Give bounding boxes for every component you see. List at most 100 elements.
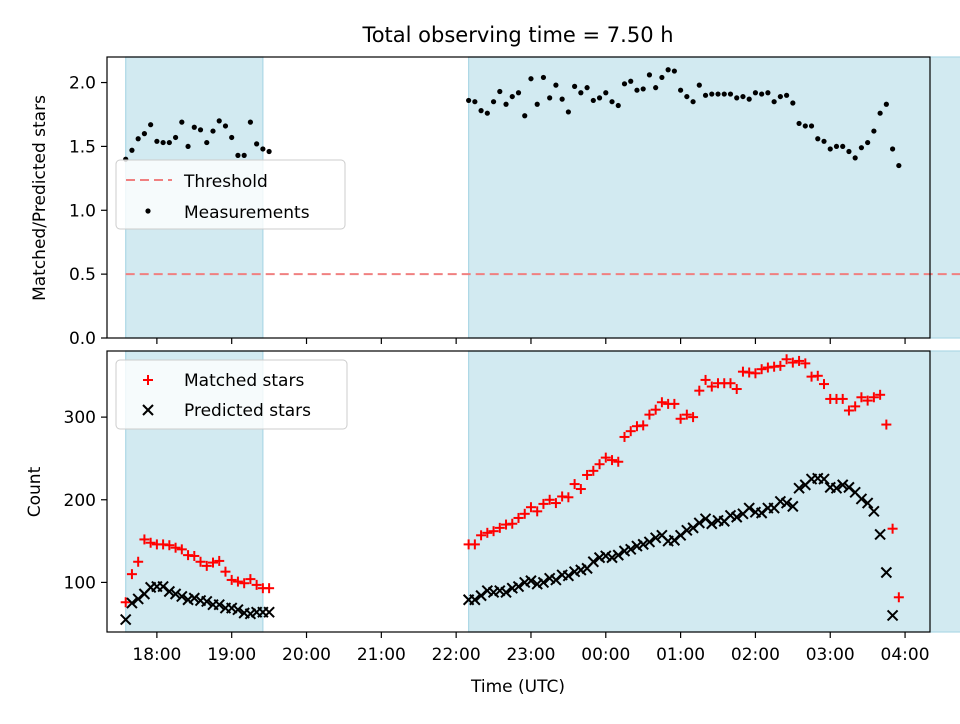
legend-matched-label: Matched stars	[184, 371, 304, 391]
ratio-legend-box	[115, 159, 346, 230]
predicted-stars-point	[837, 479, 849, 491]
matched-stars-point	[650, 404, 661, 415]
matched-stars-point	[812, 370, 823, 381]
matched-stars-point	[613, 456, 624, 467]
matched-stars-point	[575, 484, 586, 495]
measurement-point	[185, 143, 191, 150]
count-x-tick-label: 20:00	[282, 645, 331, 665]
measurement-point	[771, 99, 777, 105]
measurement-point	[746, 96, 752, 102]
measurement-point	[603, 90, 609, 96]
matched-stars-point	[145, 537, 156, 548]
legend-threshold-label: Threshold	[183, 172, 268, 192]
matched-stars-point	[644, 409, 655, 420]
observing-window-band-2	[468, 350, 960, 633]
measurement-point	[235, 152, 241, 158]
measurement-point	[621, 81, 628, 87]
predicted-stars-point	[818, 473, 830, 485]
measurement-point	[241, 152, 247, 158]
predicted-stars-point	[880, 566, 893, 579]
measurement-point	[740, 93, 746, 100]
predicted-stars-point	[263, 606, 275, 618]
count-x-tick-label: 18:00	[132, 645, 181, 665]
predicted-stars-point	[681, 524, 693, 537]
matched-stars-point	[625, 426, 636, 437]
measurement-point	[896, 162, 902, 169]
matched-stars-point	[594, 459, 605, 470]
count-y-tick-label: 300	[64, 408, 96, 428]
measurement-point	[590, 97, 596, 104]
measurement-point	[478, 108, 484, 114]
predicted-stars-point	[512, 580, 525, 593]
ratio-y-tick-label: 2.0	[69, 74, 96, 94]
measurement-point	[634, 87, 640, 93]
predicted-stars-point	[232, 603, 244, 616]
predicted-stars-point	[743, 502, 755, 514]
measurement-point	[734, 95, 740, 101]
predicted-stars-point	[874, 528, 886, 541]
measurement-point	[796, 120, 802, 127]
matched-stars-point	[582, 469, 593, 480]
matched-stars-point	[214, 555, 225, 566]
matched-stars-point	[264, 583, 275, 594]
predicted-stars-point	[537, 576, 550, 589]
matched-stars-point	[232, 576, 243, 587]
legend-predicted-swatch	[142, 404, 154, 416]
ratio-y-axis-label: Matched/Predicted stars	[30, 95, 50, 301]
measurement-point	[889, 146, 896, 152]
measurement-point	[871, 128, 877, 134]
measurement-point	[578, 90, 584, 96]
ratio-y-tick-label: 1.5	[69, 137, 96, 157]
measurement-point	[702, 92, 709, 98]
measurement-point	[540, 74, 547, 81]
predicted-stars-point	[606, 551, 618, 564]
matched-stars-point	[126, 569, 137, 580]
predicted-stars-point	[500, 586, 512, 599]
predicted-stars-point	[625, 543, 637, 556]
matched-stars-point	[550, 498, 561, 509]
predicted-stars-point	[886, 609, 899, 622]
matched-stars-point	[519, 508, 530, 519]
predicted-stars-point	[706, 518, 718, 530]
predicted-stars-point	[693, 517, 706, 529]
measurement-point	[752, 90, 759, 96]
count-x-tick-label: 00:00	[581, 645, 630, 665]
matched-stars-point	[513, 512, 524, 523]
measurement-point	[727, 91, 734, 97]
measurement-point	[260, 146, 266, 152]
matched-stars-point	[706, 381, 717, 392]
matched-stars-point	[239, 578, 250, 589]
matched-stars-point	[538, 498, 549, 509]
measurement-point	[553, 82, 559, 88]
predicted-stars-point	[855, 493, 868, 505]
measurement-point	[547, 95, 553, 101]
matched-stars-point	[868, 392, 879, 403]
predicted-stars-point	[780, 497, 793, 509]
measurement-point	[646, 72, 653, 78]
ratio-x-ticks	[156, 338, 906, 344]
measurement-point	[179, 119, 185, 125]
matched-stars-point	[881, 419, 892, 430]
matched-stars-point	[850, 401, 861, 412]
ratio-y-tick-label: 0.0	[69, 329, 96, 349]
measurement-point	[528, 76, 534, 82]
ratio-y-tick-label: 1.0	[69, 201, 96, 221]
predicted-stars-point	[787, 500, 799, 513]
measurement-point	[172, 134, 179, 141]
matched-stars-point	[756, 364, 767, 375]
measurement-point	[565, 109, 571, 115]
measurement-point	[665, 67, 671, 73]
matched-stars-point	[700, 374, 711, 385]
measurement-point	[229, 134, 235, 141]
matched-stars-point	[170, 542, 181, 553]
legend-predicted-marker	[142, 404, 154, 416]
predicted-stars-point	[649, 532, 662, 544]
measurement-point	[833, 143, 840, 150]
matched-stars-point	[494, 522, 505, 533]
measurement-point	[254, 141, 260, 147]
measurement-point	[628, 78, 634, 84]
measurement-point	[821, 138, 827, 144]
matched-stars-point	[893, 592, 904, 603]
count-x-tick-label: 22:00	[432, 645, 481, 665]
legend-measurements-label: Measurements	[184, 203, 310, 223]
